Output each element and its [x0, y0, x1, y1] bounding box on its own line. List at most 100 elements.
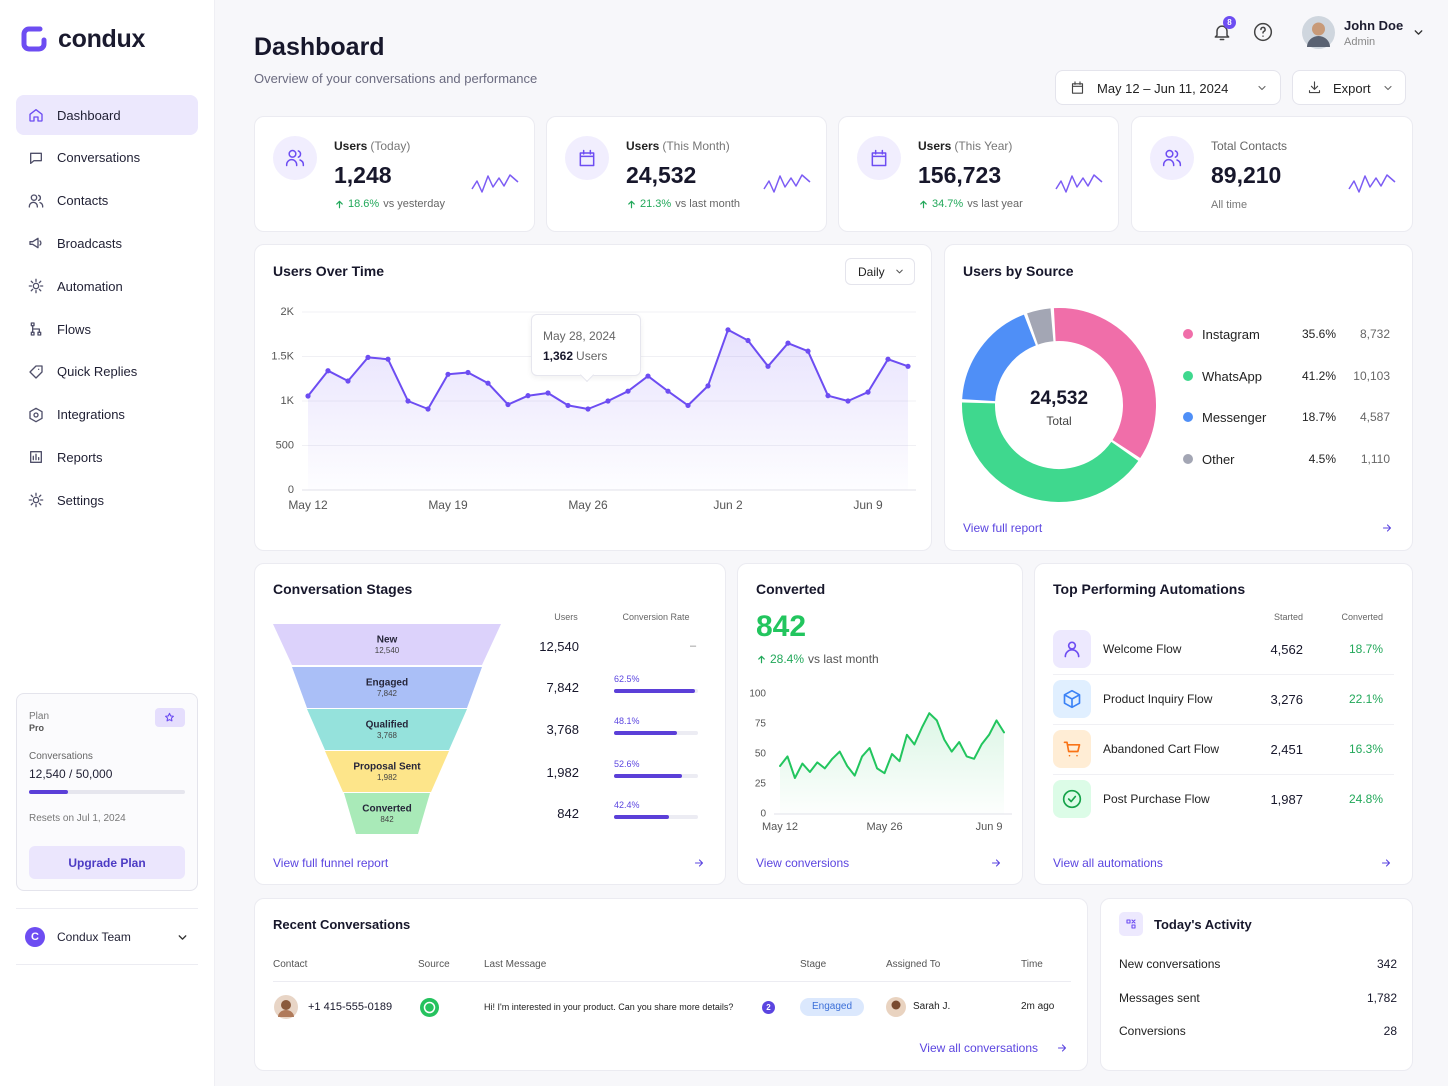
nav-label: Settings: [57, 492, 104, 508]
stat-label: Users: [334, 139, 368, 153]
up-icon: [920, 200, 927, 209]
brand: condux: [58, 24, 146, 53]
legend-count: 4,587: [1359, 410, 1390, 424]
team-switcher[interactable]: C Condux Team: [16, 920, 198, 954]
automation-icon: [1053, 780, 1091, 818]
nav-item[interactable]: Flows: [16, 309, 198, 349]
donut-total-label: Total: [1046, 414, 1072, 428]
notifications[interactable]: 8: [1210, 16, 1236, 44]
data-point: [665, 388, 671, 394]
converted-change-row: 28.4% vs last month: [770, 653, 879, 665]
spark-icon: [1126, 919, 1136, 929]
todays-activity-card: Today's Activity New conversations 342 Mess…: [1100, 898, 1413, 1071]
stage-rate-label: 42.4%: [614, 799, 640, 810]
link[interactable]: View conversions: [756, 856, 850, 870]
export-button[interactable]: Export: [1292, 70, 1406, 105]
nav-item[interactable]: Settings: [16, 480, 198, 520]
nav-label: Integrations: [57, 407, 125, 423]
nav-label: Automation: [57, 278, 123, 294]
sparkline-line: [1055, 174, 1103, 193]
nav-item[interactable]: Conversations: [16, 138, 198, 178]
nav-item[interactable]: Broadcasts: [16, 223, 198, 263]
data-point: [865, 389, 871, 395]
sparkline: [1348, 174, 1396, 193]
usage-track: [29, 790, 185, 794]
interval-dropdown[interactable]: Daily: [845, 258, 915, 285]
column-header: Started: [1273, 611, 1303, 622]
tooltip-value-row: 1,362 Users: [543, 350, 607, 362]
stat-value: 24,532: [626, 161, 697, 188]
help-icon[interactable]: [1253, 22, 1273, 42]
nav-item[interactable]: Integrations: [16, 395, 198, 435]
stat-card: Users (This Year) 156,723 34.7% vs last year: [838, 116, 1119, 232]
calendar-icon: [579, 149, 595, 167]
megaphone-icon: [29, 238, 42, 249]
row-divider: [1053, 674, 1394, 675]
contact-phone: +1 415-555-0189: [308, 1000, 393, 1013]
donut-chart: [962, 308, 1156, 502]
column-header: Assigned To: [886, 959, 941, 970]
rate-bar: [614, 689, 696, 693]
arrow-icon[interactable]: [1056, 1042, 1068, 1054]
legend-count: 8,732: [1359, 327, 1390, 341]
divider: [16, 908, 198, 909]
team-initial: C: [31, 930, 39, 943]
activity-label: Messages sent: [1119, 991, 1200, 1005]
icon-shape: [1062, 789, 1082, 809]
icon-shape: [1057, 1044, 1067, 1052]
chevron-icon: [1258, 85, 1266, 91]
flow-icon: [30, 322, 42, 336]
nav-item[interactable]: Reports: [16, 437, 198, 477]
automation-name[interactable]: Post Purchase Flow: [1103, 792, 1210, 806]
legend-swatch: [1183, 454, 1193, 464]
nav-item[interactable]: Dashboard: [16, 95, 198, 135]
activity-value: 342: [1376, 957, 1397, 971]
tag-icon: [29, 365, 43, 379]
link[interactable]: View full report: [963, 521, 1043, 535]
x-tick-label: Jun 9: [976, 821, 1003, 833]
x-tick-label: May 26: [866, 821, 902, 833]
stat-value: 156,723: [918, 161, 1002, 188]
link[interactable]: View full funnel report: [273, 856, 389, 870]
funnel-stage-count: 7,842: [377, 689, 398, 698]
gear-icon: [28, 492, 44, 508]
arrow-icon[interactable]: [1380, 857, 1392, 869]
nav-item[interactable]: Quick Replies: [16, 352, 198, 392]
stat-label: Users: [918, 139, 952, 153]
arrow-icon[interactable]: [693, 857, 705, 869]
chevron-icon[interactable]: [1412, 26, 1425, 39]
gear-icon: [28, 278, 44, 294]
date-range-picker[interactable]: May 12 – Jun 11, 2024: [1055, 70, 1281, 105]
recent-conversations-card: Recent Conversations Contact Source Last Me…: [254, 898, 1088, 1071]
data-point: [305, 393, 311, 399]
conversation-stages-card: Conversation Stages Users Conversion Rate N…: [254, 563, 726, 885]
data-point: [805, 348, 811, 354]
sparkline-line: [763, 174, 811, 193]
header-divider: [273, 981, 1071, 982]
automation-name[interactable]: Product Inquiry Flow: [1103, 692, 1213, 706]
stat-label-row: Users (This Month): [626, 140, 730, 152]
automation-name[interactable]: Abandoned Cart Flow: [1103, 742, 1220, 756]
converted-card: Converted 842 28.4% vs last month 0 25 50 75 100…: [737, 563, 1023, 885]
upgrade-button[interactable]: Upgrade Plan: [29, 846, 185, 879]
automation-name[interactable]: Welcome Flow: [1103, 642, 1182, 656]
link[interactable]: View all conversations: [919, 1041, 1038, 1055]
legend-label: Instagram: [1202, 326, 1260, 342]
column-header: Stage: [800, 959, 827, 970]
x-tick-label: May 12: [762, 821, 798, 833]
nav-item[interactable]: Contacts: [16, 181, 198, 221]
plan-label: Plan: [29, 711, 50, 722]
legend-label: WhatsApp: [1202, 368, 1262, 384]
users-icon: [28, 193, 44, 208]
sidebar: condux Dashboard Conversations Contacts Broa…: [0, 0, 215, 1086]
icon-shape: [165, 712, 174, 722]
download-icon: [1308, 81, 1321, 94]
arrow-icon[interactable]: [1381, 522, 1393, 534]
link[interactable]: View all automations: [1053, 856, 1163, 870]
tooltip-date: May 28, 2024: [543, 329, 616, 343]
arrow-icon[interactable]: [990, 857, 1002, 869]
funnel-stage-name: Qualified: [366, 720, 409, 731]
donut-segment: [962, 402, 1139, 502]
nav-item[interactable]: Automation: [16, 266, 198, 306]
funnel-stage-count: 3,768: [377, 731, 398, 740]
